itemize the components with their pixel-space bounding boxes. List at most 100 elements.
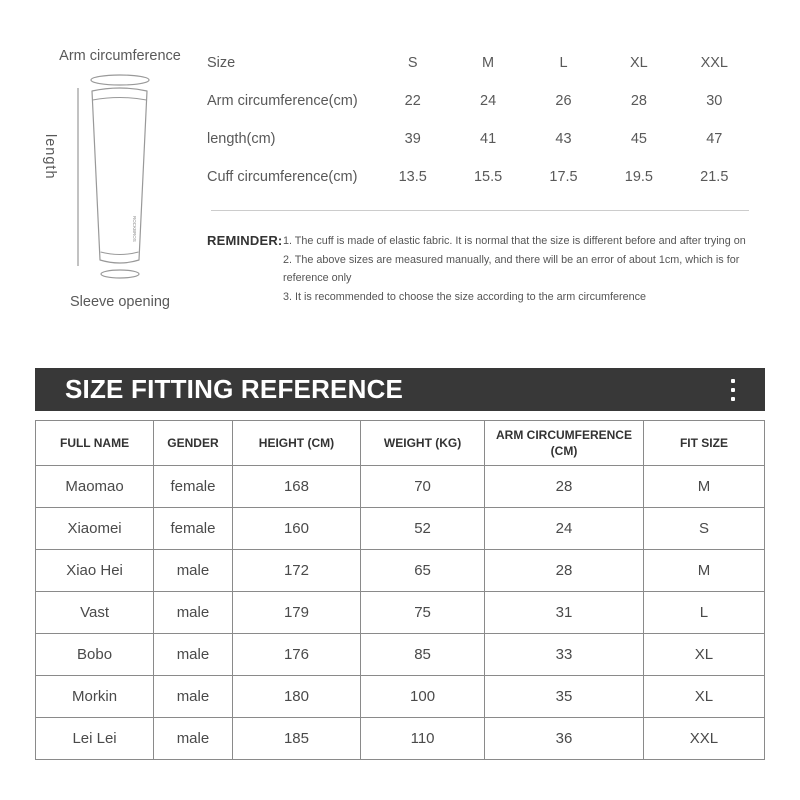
cell-height: 176 [231, 633, 362, 676]
length-label: length [42, 134, 58, 180]
size-spec-value: 22 [404, 93, 421, 109]
cell-arm-circumference: 28 [484, 465, 644, 508]
col-header-weight: WEIGHT (KG) [360, 420, 486, 466]
cell-arm-circumference: 31 [484, 591, 644, 634]
cell-fit-size: M [642, 549, 766, 592]
size-spec-value: 17.5 [549, 169, 578, 185]
size-spec-value: 41 [480, 131, 497, 147]
col-header-gender: GENDER [153, 420, 233, 466]
fitting-section-title: SIZE FITTING REFERENCE [65, 374, 404, 404]
col-header-full-name: FULL NAME [34, 420, 155, 466]
size-col-header: XXL [700, 55, 728, 71]
reminder-note: 1. The cuff is made of elastic fabric. I… [283, 235, 746, 247]
cell-gender: male [153, 717, 233, 760]
sleeve-bottom-seam [100, 251, 139, 255]
table-row: Bobo male 176 85 33 XL [34, 633, 766, 676]
reminder-label: REMINDER: [207, 233, 283, 248]
table-header-row: FULL NAME GENDER HEIGHT (CM) WEIGHT (KG)… [34, 420, 766, 466]
size-spec-value: 28 [630, 93, 647, 109]
cell-height: 185 [231, 717, 362, 760]
cell-fit-size: L [642, 591, 766, 634]
kebab-dot [731, 378, 735, 383]
kebab-dot [731, 387, 735, 392]
cell-gender: male [153, 675, 233, 718]
cell-weight: 75 [360, 591, 486, 634]
kebab-menu-icon[interactable] [727, 375, 739, 405]
size-spec-value: 13.5 [398, 169, 427, 185]
cell-height: 180 [231, 675, 362, 718]
sleeve-opening-ellipse-icon [100, 269, 140, 279]
fitting-reference-table: FULL NAME GENDER HEIGHT (CM) WEIGHT (KG)… [34, 420, 766, 760]
sleeve-illustration: ROCKBROS [77, 74, 150, 279]
table-row: Maomao female 168 70 28 M [34, 465, 766, 508]
cell-fit-size: XL [642, 675, 766, 718]
arm-circumference-ellipse-icon [90, 74, 150, 86]
reminder-block: REMINDER: 1. The cuff is made of elastic… [207, 232, 752, 306]
table-row: Vast male 179 75 31 L [34, 591, 766, 634]
size-col-header: XL [630, 55, 648, 71]
cell-height: 168 [231, 465, 362, 508]
cell-full-name: Bobo [34, 633, 155, 676]
col-header-fit-size: FIT SIZE [642, 420, 766, 466]
size-spec-value: 47 [706, 131, 723, 147]
cell-height: 172 [231, 549, 362, 592]
reminder-note: 3. It is recommended to choose the size … [283, 290, 647, 303]
size-spec-corner-label: Size [207, 55, 236, 71]
size-spec-value: 43 [555, 131, 572, 147]
cell-gender: female [153, 465, 233, 508]
cell-weight: 70 [360, 465, 486, 508]
cell-arm-circumference: 28 [484, 549, 644, 592]
sleeve-top-seam [92, 97, 147, 101]
cell-arm-circumference: 36 [484, 717, 644, 760]
cell-gender: male [153, 633, 233, 676]
cell-full-name: Xiaomei [34, 507, 155, 550]
size-spec-value: 26 [555, 93, 572, 109]
size-spec-value: 19.5 [624, 169, 653, 185]
size-spec-value: 21.5 [700, 169, 729, 185]
size-spec-panel: Size S M L XL XXL Arm circumference(cm) … [207, 44, 752, 306]
cell-weight: 100 [360, 675, 486, 718]
table-row: Xiaomei female 160 52 24 S [34, 507, 766, 550]
cell-arm-circumference: 33 [484, 633, 644, 676]
table-row: Xiao Hei male 172 65 28 M [34, 549, 766, 592]
divider [210, 210, 749, 211]
cell-arm-circumference: 24 [484, 507, 644, 550]
kebab-dot [731, 396, 735, 401]
cell-weight: 85 [360, 633, 486, 676]
cell-weight: 110 [360, 717, 486, 760]
size-spec-value: 45 [630, 131, 647, 147]
cell-height: 179 [231, 591, 362, 634]
arm-circumference-label: Arm circumference [59, 48, 181, 64]
cell-full-name: Morkin [34, 675, 155, 718]
size-spec-row-label: length(cm) [207, 131, 276, 147]
cell-gender: male [153, 591, 233, 634]
table-row: Lei Lei male 185 110 36 XXL [34, 717, 766, 760]
reminder-notes: 1. The cuff is made of elastic fabric. I… [283, 232, 752, 306]
reminder-note: 2. The above sizes are measured manually… [283, 253, 740, 285]
size-spec-value: 39 [404, 131, 421, 147]
col-header-arm-circumference: ARM CIRCUMFERENCE (CM) [484, 420, 644, 466]
size-spec-value: 30 [706, 93, 723, 109]
cell-weight: 52 [360, 507, 486, 550]
size-col-header: M [482, 55, 495, 71]
size-col-header: L [559, 55, 568, 71]
size-spec-row-label: Arm circumference(cm) [207, 93, 358, 109]
sleeve-opening-label: Sleeve opening [70, 294, 170, 310]
sleeve-body-outline [91, 87, 148, 264]
cell-fit-size: XL [642, 633, 766, 676]
fitting-title-bar: SIZE FITTING REFERENCE [35, 368, 765, 411]
size-spec-value: 15.5 [473, 169, 503, 185]
cell-full-name: Maomao [34, 465, 155, 508]
cell-arm-circumference: 35 [484, 675, 644, 718]
size-spec-table: Size S M L XL XXL Arm circumference(cm) … [207, 44, 752, 196]
size-spec-row-label: Cuff circumference(cm) [207, 169, 358, 185]
cell-fit-size: XXL [642, 717, 766, 760]
cell-full-name: Xiao Hei [34, 549, 155, 592]
cell-full-name: Lei Lei [34, 717, 155, 760]
cell-gender: male [153, 549, 233, 592]
cell-weight: 65 [360, 549, 486, 592]
cell-height: 160 [231, 507, 362, 550]
col-header-height: HEIGHT (CM) [231, 420, 362, 466]
cell-fit-size: S [642, 507, 766, 550]
